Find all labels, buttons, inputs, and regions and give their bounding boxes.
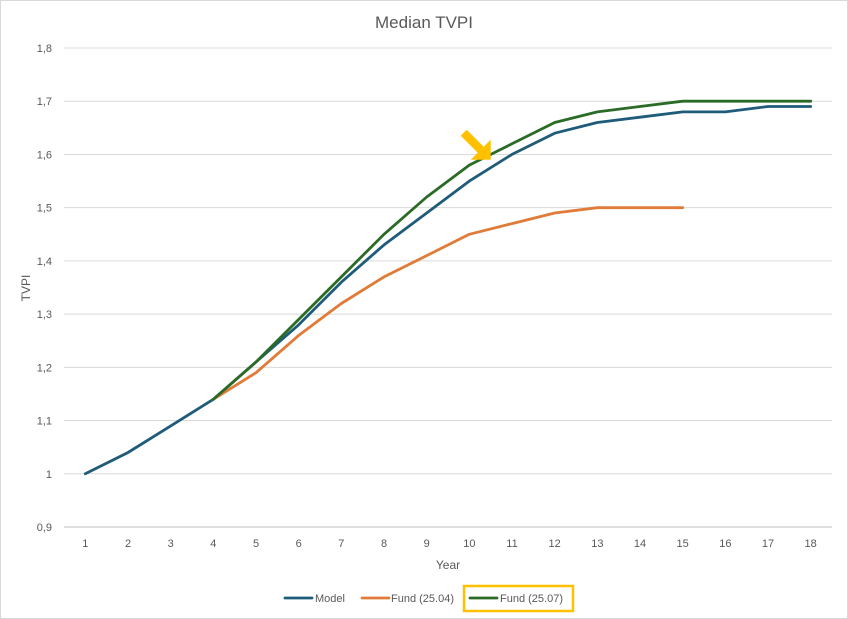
y-tick-label: 0,9 <box>37 522 52 534</box>
x-tick-label: 15 <box>677 538 689 550</box>
y-tick-label: 1,1 <box>37 416 52 428</box>
x-axis-ticks: 1 2 3 4 5 6 7 8 9 10 11 12 13 14 15 16 17 18 <box>82 538 817 550</box>
x-tick-label: 4 <box>210 538 216 550</box>
legend-highlight-box <box>462 584 575 613</box>
series-lines <box>83 99 813 476</box>
x-tick-label: 17 <box>762 538 774 550</box>
y-axis-title: TVPI <box>19 275 33 302</box>
arrow-annotation <box>460 129 491 160</box>
x-tick-label: 16 <box>719 538 731 550</box>
y-tick-label: 1,3 <box>37 309 52 321</box>
y-tick-label: 1,5 <box>37 203 52 215</box>
y-tick-label: 1,6 <box>37 149 52 161</box>
legend: Model Fund (25.04) Fund (25.07) <box>283 584 575 613</box>
x-tick-label: 12 <box>549 538 561 550</box>
gridlines <box>64 47 832 528</box>
y-tick-label: 1,8 <box>37 43 52 55</box>
legend-label-model: Model <box>315 593 345 605</box>
x-tick-label: 3 <box>168 538 174 550</box>
y-axis-ticks: 0,9 1 1,1 1,2 1,3 1,4 1,5 1,6 1,7 1,8 <box>37 43 52 534</box>
x-tick-label: 18 <box>805 538 817 550</box>
legend-label-fund-25-04: Fund (25.04) <box>391 593 454 605</box>
x-tick-label: 1 <box>82 538 88 550</box>
series-line-fund-25-04 <box>211 206 685 401</box>
x-tick-label: 6 <box>296 538 302 550</box>
arrow-icon <box>460 129 491 160</box>
x-tick-label: 11 <box>506 538 517 550</box>
chart-title: Median TVPI <box>375 13 473 32</box>
legend-label-fund-25-07: Fund (25.07) <box>500 593 563 605</box>
series-line-fund-25-07 <box>211 99 813 401</box>
x-tick-label: 5 <box>253 538 259 550</box>
x-tick-label: 10 <box>463 538 475 550</box>
x-tick-label: 7 <box>338 538 344 550</box>
y-tick-label: 1,7 <box>37 96 52 108</box>
y-tick-label: 1 <box>46 469 52 481</box>
x-axis-title: Year <box>436 558 460 572</box>
y-tick-label: 1,4 <box>37 256 52 268</box>
x-tick-label: 8 <box>381 538 387 550</box>
x-tick-label: 2 <box>125 538 131 550</box>
y-tick-label: 1,2 <box>37 362 52 374</box>
x-tick-label: 14 <box>634 538 646 550</box>
series-line-model <box>83 105 813 476</box>
x-tick-label: 13 <box>591 538 603 550</box>
x-tick-label: 9 <box>424 538 430 550</box>
